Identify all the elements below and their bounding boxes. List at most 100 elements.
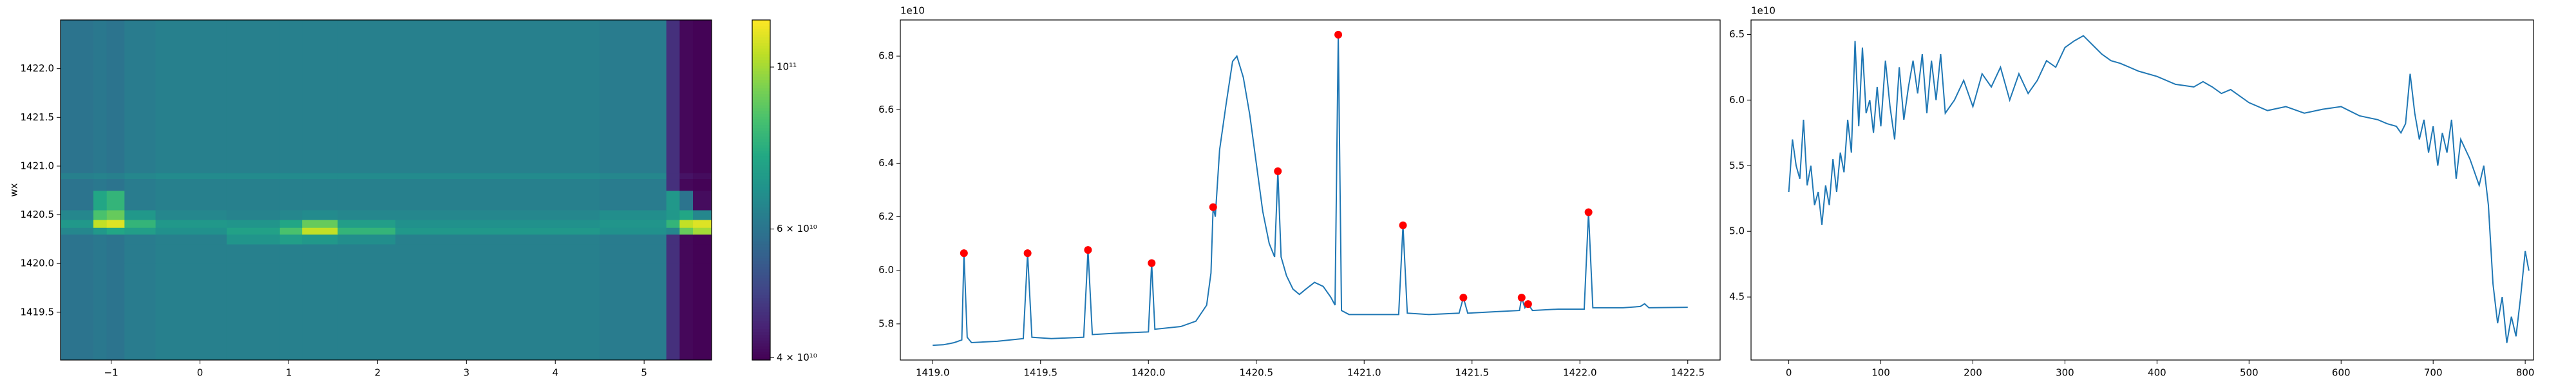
heatmap-cell [124, 263, 156, 361]
x-tick-label: 800 [2516, 367, 2535, 379]
x-tick-label: 3 [464, 367, 470, 379]
x-tick-label: 0 [197, 367, 204, 379]
y-tick-label: 1420.0 [21, 258, 55, 269]
colorbar-gradient [752, 258, 770, 261]
heatmap-cell [106, 178, 125, 191]
heatmap-cell [279, 263, 303, 361]
colorbar-gradient [752, 88, 770, 91]
colorbar-gradient [752, 31, 770, 35]
heatmap-cell [666, 20, 680, 174]
heatmap-cell [124, 20, 156, 174]
colorbar-gradient [752, 85, 770, 89]
colorbar-gradient [752, 354, 770, 358]
colorbar-gradient [752, 357, 770, 361]
colorbar-gradient [752, 178, 770, 182]
x-tick-label: 1420.5 [1240, 367, 1274, 379]
offset-text: 1e10 [1751, 5, 1776, 17]
colorbar-gradient [752, 68, 770, 71]
heatmap-cell [279, 234, 303, 245]
x-tick-label: 1 [286, 367, 292, 379]
y-tick-label: 6.0 [1729, 94, 1745, 106]
colorbar-gradient [752, 215, 770, 219]
colorbar-gradient [752, 77, 770, 80]
heatmap-cell [106, 263, 125, 361]
peak-marker [1399, 221, 1407, 229]
colorbar-gradient [752, 136, 770, 140]
colorbar-gradient [752, 122, 770, 126]
heatmap-cell [679, 220, 694, 228]
colorbar-gradient [752, 110, 770, 114]
heatmap-cell [279, 20, 303, 174]
heatmap-cell [302, 220, 338, 228]
heatmap-cell [124, 243, 156, 264]
heatmap-cell [302, 178, 338, 191]
heatmap-cell [395, 210, 600, 220]
colorbar-gradient [752, 65, 770, 69]
x-tick-label: 4 [552, 367, 558, 379]
data-line [1788, 35, 2530, 343]
peak-marker [1584, 208, 1593, 216]
y-tick-label: 4.5 [1729, 291, 1745, 303]
colorbar-gradient [752, 43, 770, 46]
heatmap-cell [693, 234, 712, 245]
heatmap-cell [693, 178, 712, 191]
colorbar-gradient [752, 278, 770, 281]
heatmap-cell [155, 173, 227, 180]
heatmap-cell [600, 20, 667, 174]
heatmap-cell [302, 227, 338, 235]
x-tick-label: 300 [2056, 367, 2074, 379]
colorbar-gradient [752, 204, 770, 207]
heatmap-cell [106, 243, 125, 264]
x-tick-label: 1422.0 [1563, 367, 1597, 379]
heatmap-cell [124, 178, 156, 191]
colorbar-gradient [752, 181, 770, 185]
colorbar-gradient [752, 320, 770, 324]
colorbar-gradient [752, 164, 770, 168]
colorbar-gradient [752, 241, 770, 245]
colorbar-gradient [752, 20, 770, 23]
colorbar-tick-label: 10¹¹ [777, 61, 797, 73]
colorbar-gradient [752, 105, 770, 108]
heatmap-cell [93, 263, 108, 361]
colorbar-gradient [752, 252, 770, 256]
heatmap-cell [693, 243, 712, 264]
colorbar-gradient [752, 153, 770, 157]
heatmap-cell [226, 263, 281, 361]
colorbar-tick-label: 4 × 10¹⁰ [777, 352, 817, 363]
y-tick-label: 1419.5 [21, 306, 55, 318]
colorbar-gradient [752, 232, 770, 236]
heatmap-cell [93, 190, 108, 211]
colorbar-gradient [752, 283, 770, 287]
heatmap-cell [600, 178, 667, 191]
colorbar-gradient [752, 71, 770, 75]
y-axis-label: wx [8, 183, 20, 196]
y-tick-label: 6.0 [878, 264, 894, 276]
x-tick-label: 200 [1964, 367, 1982, 379]
heatmap-cell [93, 234, 108, 245]
x-tick-label: 2 [375, 367, 381, 379]
heatmap-cell [93, 173, 108, 180]
heatmap-cell [302, 210, 338, 220]
heatmap-cell [600, 234, 667, 245]
colorbar-gradient [752, 108, 770, 111]
x-tick-label: 0 [1786, 367, 1792, 379]
colorbar-gradient [752, 201, 770, 205]
heatmap-cell [124, 234, 156, 245]
colorbar-gradient [752, 62, 770, 66]
heatmap-cell [279, 190, 303, 211]
colorbar-gradient [752, 261, 770, 264]
heatmap-cell [302, 263, 338, 361]
data-line [933, 34, 1688, 346]
heatmap-cell [226, 234, 281, 245]
colorbar-gradient [752, 190, 770, 193]
heatmap-cell [279, 173, 303, 180]
colorbar-gradient [752, 57, 770, 61]
axes-frame [900, 19, 1721, 361]
colorbar-gradient [752, 227, 770, 231]
x-tick-label: 1419.5 [1024, 367, 1058, 379]
colorbar-tick-label: 6 × 10¹⁰ [777, 223, 817, 234]
colorbar-gradient [752, 48, 770, 52]
colorbar-gradient [752, 312, 770, 316]
heatmap-cell [302, 20, 338, 174]
heatmap-cell [61, 20, 94, 174]
